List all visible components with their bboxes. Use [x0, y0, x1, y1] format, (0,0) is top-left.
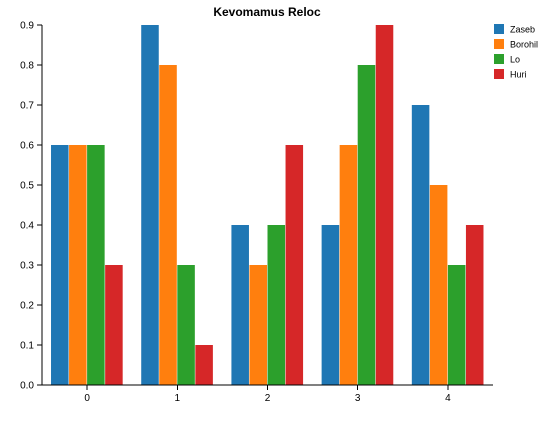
bar-borohil-1 [159, 65, 177, 385]
bar-huri-4 [465, 225, 484, 385]
x-tick-label: 3 [355, 393, 361, 404]
x-tick-label: 4 [445, 393, 451, 404]
x-tick-label: 2 [265, 393, 271, 404]
y-tick-label: 0.1 [20, 341, 34, 352]
bar-borohil-4 [429, 185, 448, 385]
bar-huri-3 [375, 25, 394, 385]
y-tick-label: 0.9 [20, 21, 34, 32]
bar-borohil-2 [249, 265, 267, 385]
chart-title: Kevomamus Reloc [213, 5, 321, 19]
legend-label-lo: Lo [510, 55, 520, 65]
y-tick-label: 0.8 [20, 61, 34, 72]
y-tick-label: 0.3 [20, 261, 34, 272]
bars-layer [51, 25, 484, 385]
legend: Zaseb Borohil Lo Huri [494, 24, 538, 80]
bar-lo-1 [177, 265, 195, 385]
bar-borohil-3 [339, 145, 358, 385]
y-tick-label: 0.0 [20, 381, 34, 392]
y-tick-label: 0.4 [20, 221, 34, 232]
bar-lo-2 [267, 225, 286, 385]
bar-zaseb-3 [321, 225, 340, 385]
axes-layer: 0.0 0.1 0.2 0.3 0.4 0.5 0.6 0.7 0.8 0.9 0 1 2 3 4 [20, 21, 493, 404]
bar-zaseb-0 [51, 145, 69, 385]
y-tick-label: 0.2 [20, 301, 34, 312]
legend-label-huri: Huri [510, 70, 527, 80]
bar-huri-2 [285, 145, 304, 385]
x-tick-label: 0 [84, 393, 90, 404]
bar-lo-4 [447, 265, 466, 385]
legend-swatch-huri [494, 69, 504, 79]
bar-huri-0 [105, 265, 123, 385]
bar-huri-1 [195, 345, 213, 385]
y-tick-label: 0.7 [20, 101, 34, 112]
legend-label-zaseb: Zaseb [510, 25, 535, 35]
y-tick-label: 0.5 [20, 181, 34, 192]
bar-lo-3 [357, 65, 376, 385]
legend-swatch-borohil [494, 39, 504, 49]
y-tick-label: 0.6 [20, 141, 34, 152]
legend-label-borohil: Borohil [510, 40, 538, 50]
bar-zaseb-4 [411, 105, 430, 385]
legend-swatch-zaseb [494, 24, 504, 34]
bar-zaseb-1 [141, 25, 159, 385]
x-tick-label: 1 [175, 393, 181, 404]
bar-lo-0 [87, 145, 105, 385]
bar-borohil-0 [69, 145, 87, 385]
legend-swatch-lo [494, 54, 504, 64]
bar-zaseb-2 [231, 225, 249, 385]
